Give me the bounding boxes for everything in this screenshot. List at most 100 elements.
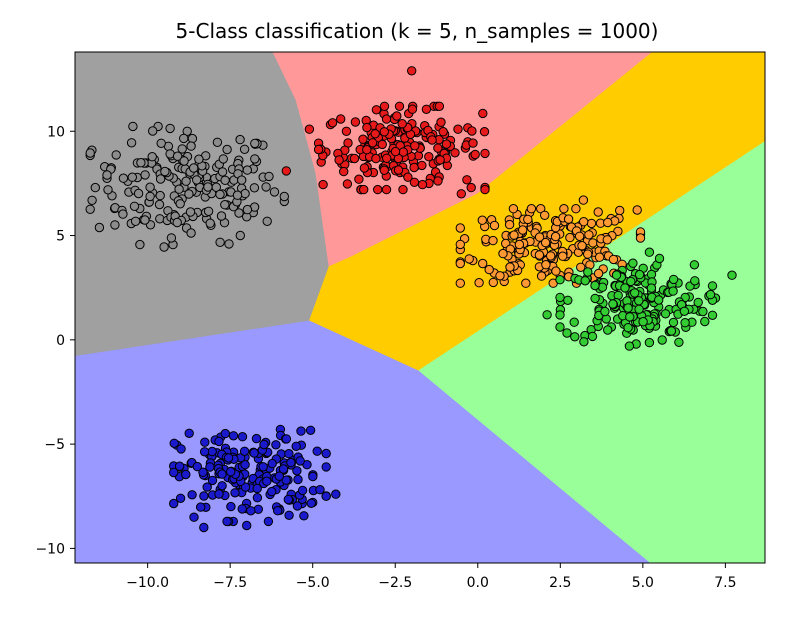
data-point (705, 289, 716, 300)
data-point (145, 182, 155, 192)
data-point (646, 283, 657, 293)
data-point (133, 188, 144, 199)
data-point (145, 191, 155, 202)
data-point (586, 218, 597, 229)
data-point (230, 488, 240, 498)
y-tick-label: 5 (56, 229, 65, 245)
data-point (468, 138, 478, 148)
data-point (620, 283, 630, 293)
data-point (186, 228, 196, 238)
data-point (634, 304, 644, 314)
data-point (176, 444, 186, 454)
data-point (587, 331, 598, 342)
data-point (579, 217, 589, 227)
data-point (321, 491, 331, 501)
data-point (175, 199, 185, 209)
data-point (542, 310, 552, 320)
data-point (602, 235, 612, 245)
data-point (136, 158, 146, 168)
data-point (199, 522, 209, 533)
data-point (269, 187, 280, 197)
data-point (199, 491, 209, 501)
data-point (130, 216, 141, 227)
data-point (594, 252, 605, 262)
data-point (235, 230, 246, 241)
data-point (576, 262, 586, 272)
data-point (194, 154, 204, 164)
data-point (267, 458, 277, 469)
data-point (689, 260, 700, 270)
data-point (175, 493, 186, 503)
data-point (436, 117, 446, 127)
data-point (466, 182, 476, 193)
data-point (679, 306, 690, 316)
data-point (398, 184, 408, 195)
data-point (707, 281, 718, 291)
data-point (455, 223, 465, 233)
data-point (196, 502, 206, 512)
x-tick-label: 7.5 (714, 575, 736, 591)
data-point (252, 493, 263, 503)
data-point (315, 485, 325, 495)
data-point (474, 278, 484, 288)
data-point (630, 288, 640, 298)
data-point (456, 189, 466, 199)
data-point (262, 476, 272, 486)
data-point (403, 172, 413, 182)
data-point (339, 166, 349, 177)
data-point (226, 501, 236, 512)
data-point (580, 276, 590, 286)
data-point (336, 114, 346, 124)
data-point (341, 126, 352, 137)
data-point (135, 239, 145, 250)
data-point (185, 207, 196, 217)
data-point (203, 182, 213, 192)
data-point (293, 474, 303, 485)
data-point (250, 154, 260, 164)
data-point (207, 475, 218, 486)
data-point (484, 264, 494, 275)
data-point (462, 175, 472, 185)
data-point (222, 516, 232, 527)
data-point (240, 460, 250, 470)
data-point (504, 219, 515, 230)
data-point (296, 426, 306, 436)
data-point (259, 439, 269, 450)
data-point (286, 457, 296, 468)
data-point (555, 292, 565, 303)
data-point (654, 295, 664, 305)
x-tick-label: −2.5 (378, 575, 412, 591)
data-point (281, 475, 291, 485)
data-point (433, 143, 443, 153)
data-point (574, 231, 585, 242)
data-point (200, 437, 210, 447)
data-point (281, 434, 292, 444)
data-point (359, 184, 369, 195)
data-point (379, 101, 390, 112)
data-point (373, 184, 383, 195)
data-point (292, 501, 303, 511)
data-point (410, 141, 420, 151)
data-point (264, 171, 274, 182)
data-point (394, 101, 405, 112)
data-point (242, 165, 253, 175)
data-point (700, 316, 710, 327)
data-point (660, 309, 671, 319)
data-point (198, 467, 208, 477)
data-point (693, 297, 703, 308)
data-point (644, 337, 655, 348)
data-point (216, 211, 227, 221)
data-point (250, 138, 260, 149)
data-point (488, 277, 498, 288)
data-point (235, 134, 245, 145)
data-point (148, 126, 158, 136)
data-point (600, 306, 610, 317)
data-point (625, 312, 635, 322)
data-point (242, 204, 253, 215)
data-point (252, 483, 262, 494)
data-point (534, 250, 545, 260)
data-point (559, 204, 569, 214)
data-point (160, 166, 170, 177)
data-point (435, 155, 445, 165)
data-point (218, 154, 229, 164)
